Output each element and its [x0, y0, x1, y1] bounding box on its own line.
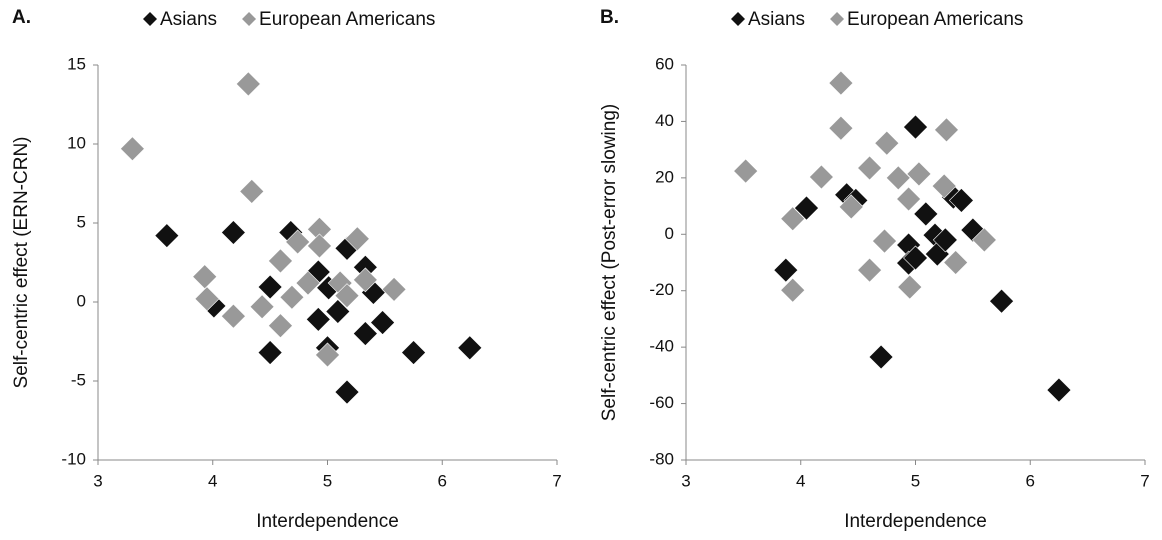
x-tick-label: 5 — [911, 471, 920, 490]
point — [257, 274, 283, 300]
y-tick-label: 60 — [655, 54, 674, 73]
point — [828, 70, 854, 96]
point — [239, 178, 265, 204]
y-tick-label: 40 — [655, 111, 674, 130]
point — [828, 115, 854, 141]
point — [325, 299, 351, 324]
x-axis-label: Interdependence — [844, 511, 987, 532]
y-tick-label: -5 — [71, 370, 86, 389]
point — [773, 257, 799, 283]
point — [934, 117, 959, 143]
point — [960, 217, 986, 243]
y-tick-label: 5 — [77, 212, 86, 231]
legend-marker — [830, 12, 845, 26]
legend-label: Asians — [748, 9, 805, 30]
point — [268, 313, 293, 339]
point — [838, 194, 864, 220]
point — [352, 321, 378, 347]
point — [352, 267, 378, 293]
point — [885, 165, 911, 191]
point — [874, 130, 900, 156]
point — [733, 158, 759, 184]
point — [401, 340, 426, 365]
point — [903, 245, 928, 271]
y-tick-label: -40 — [649, 337, 674, 356]
point — [154, 223, 180, 249]
y-axis-label: Self-centric effect (Post-error slowing) — [599, 104, 620, 421]
point — [943, 250, 969, 275]
y-tick-label: -60 — [649, 393, 674, 412]
point — [989, 288, 1014, 314]
panel-title: A. — [12, 7, 31, 28]
legend-marker — [143, 12, 157, 26]
point — [344, 226, 370, 252]
point — [381, 276, 407, 302]
x-tick-label: 6 — [1026, 471, 1035, 490]
point — [192, 264, 218, 290]
point — [249, 294, 275, 320]
point — [1046, 377, 1072, 403]
legend-marker — [731, 12, 745, 26]
point — [896, 186, 922, 212]
point — [906, 161, 932, 187]
point — [220, 303, 246, 329]
point — [235, 71, 261, 97]
point — [780, 206, 806, 232]
point — [194, 286, 220, 312]
x-tick-label: 7 — [552, 471, 561, 490]
y-axis-label: Self-centric effect (ERN-CRN) — [11, 137, 32, 389]
x-tick-label: 7 — [1140, 471, 1149, 490]
legend-label: European Americans — [847, 9, 1023, 30]
point — [913, 201, 939, 227]
point — [220, 220, 246, 245]
point — [285, 229, 311, 255]
point — [897, 274, 923, 300]
point — [857, 155, 883, 181]
y-tick-label: -20 — [649, 280, 674, 299]
x-tick-label: 6 — [438, 471, 447, 490]
x-tick-label: 5 — [323, 471, 332, 490]
point — [257, 340, 283, 365]
point — [780, 277, 806, 303]
panel-title: B. — [600, 7, 619, 28]
point — [305, 306, 331, 332]
point — [872, 228, 897, 254]
point — [279, 284, 305, 310]
point — [948, 188, 974, 213]
y-tick-label: 10 — [67, 133, 86, 152]
point — [808, 164, 834, 190]
legend-label: European Americans — [259, 9, 435, 30]
legend-marker — [242, 12, 257, 26]
point — [971, 227, 997, 253]
point — [334, 379, 360, 405]
x-tick-label: 3 — [93, 471, 102, 490]
point — [857, 257, 883, 283]
x-tick-label: 4 — [796, 471, 805, 490]
point — [457, 335, 483, 361]
point — [307, 233, 332, 259]
y-tick-label: -10 — [61, 449, 86, 468]
x-axis-label: Interdependence — [256, 511, 399, 532]
point — [794, 195, 819, 221]
x-tick-label: 4 — [208, 471, 217, 490]
legend-label: Asians — [160, 9, 217, 30]
point — [931, 173, 957, 199]
y-tick-label: -80 — [649, 449, 674, 468]
point — [295, 270, 321, 296]
point — [315, 342, 340, 368]
y-tick-label: 0 — [77, 291, 86, 310]
x-tick-label: 3 — [681, 471, 690, 490]
point — [120, 136, 145, 162]
y-tick-label: 15 — [67, 54, 86, 73]
point — [903, 114, 928, 140]
point — [268, 248, 293, 274]
point — [334, 283, 360, 309]
point — [868, 344, 894, 370]
point — [370, 310, 396, 335]
y-tick-label: 20 — [655, 167, 674, 186]
point — [932, 227, 958, 253]
y-tick-label: 0 — [665, 224, 674, 243]
